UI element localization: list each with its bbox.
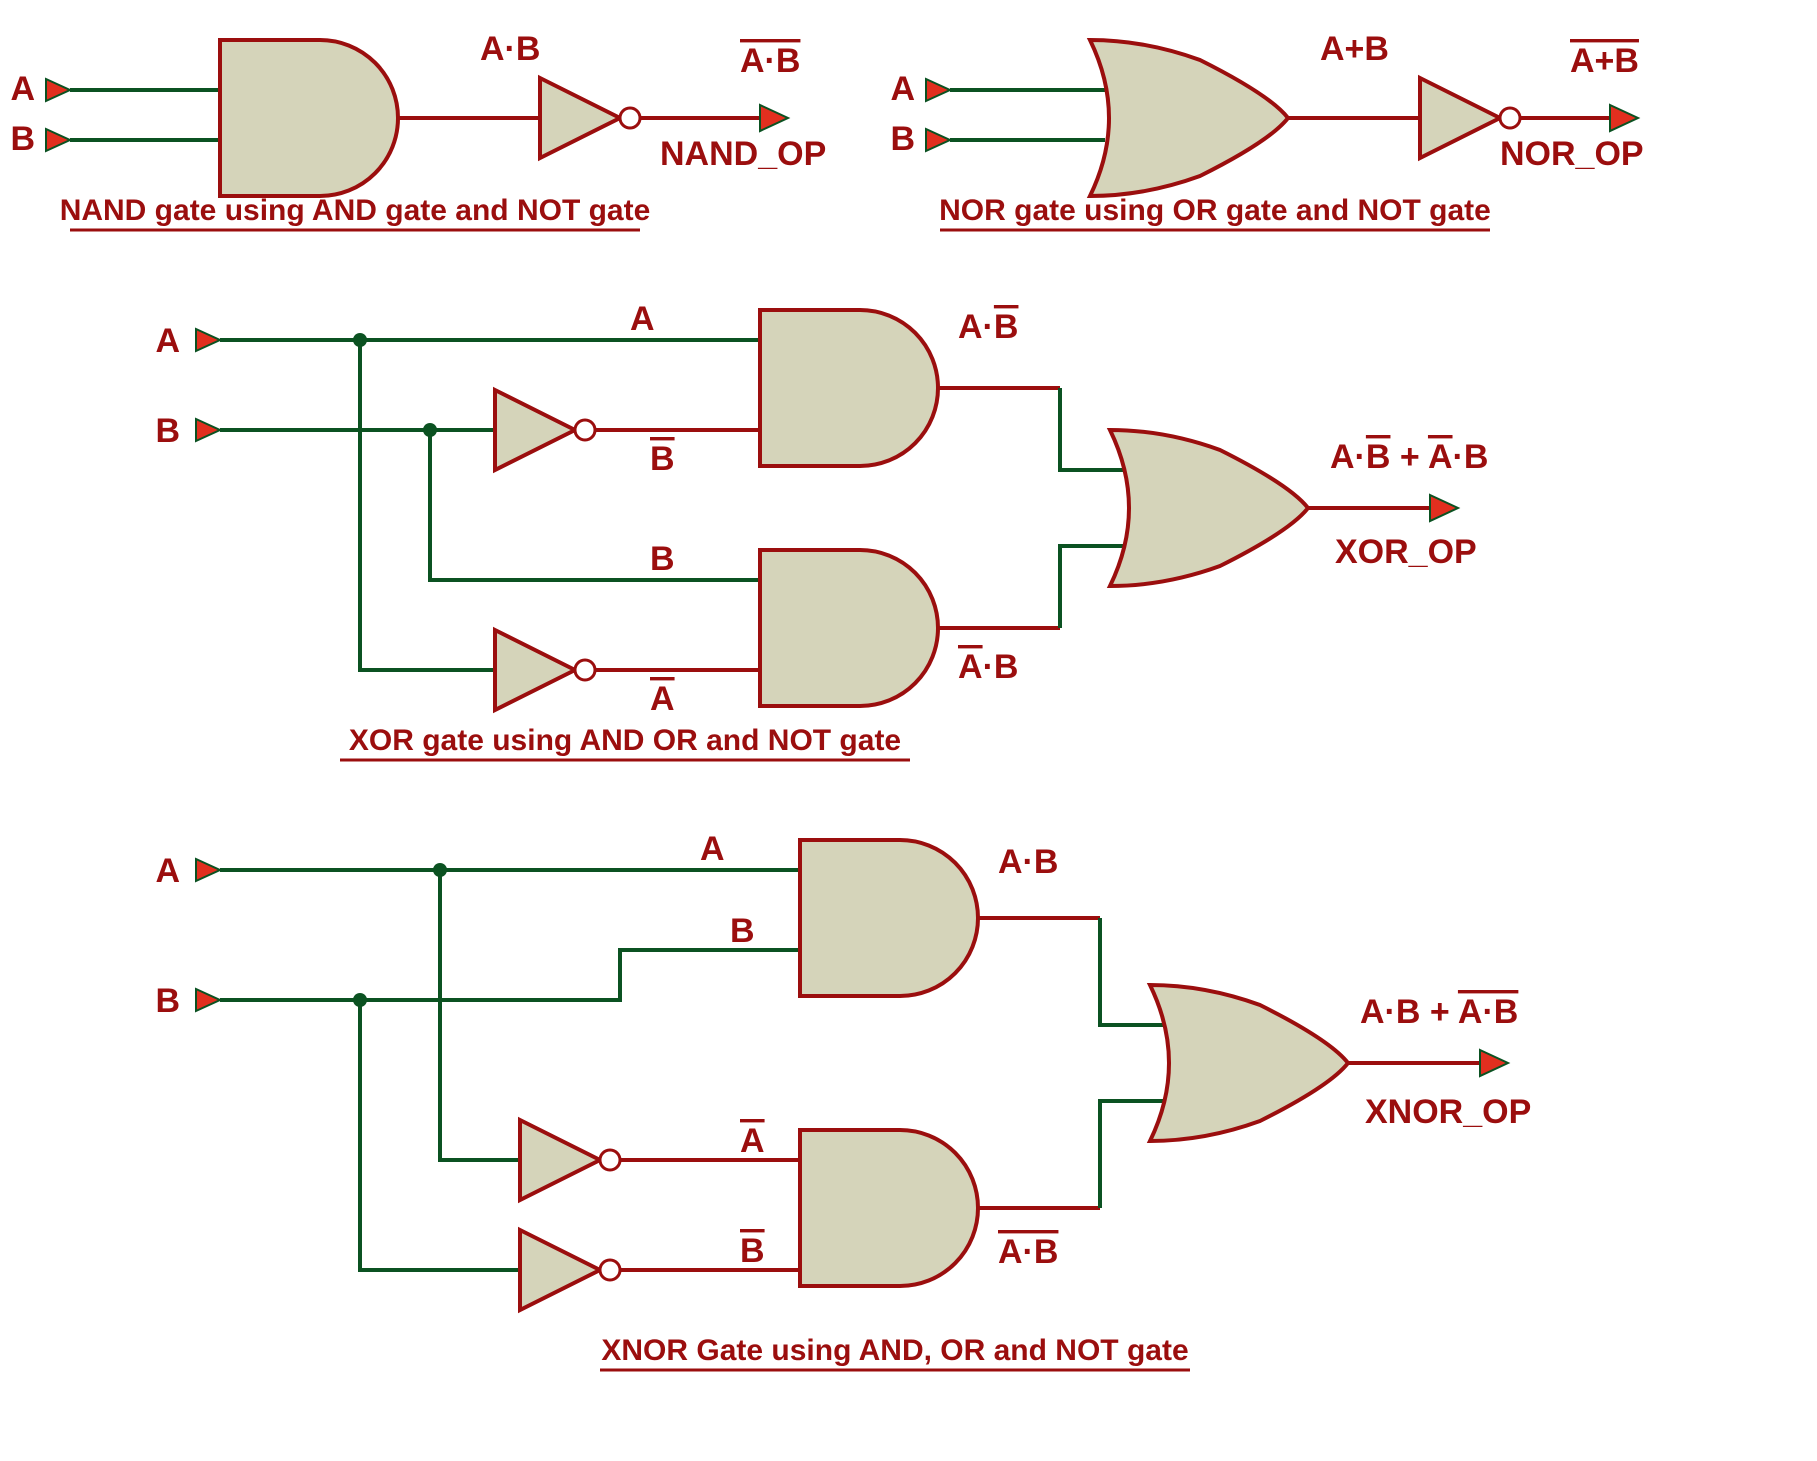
nand-out-name: NAND_OP: [660, 135, 826, 173]
or-gate: [1150, 985, 1348, 1141]
nand-mid-label: A·B: [480, 30, 540, 68]
and-gate: [800, 1130, 978, 1286]
xor-and2-out: A·B: [958, 648, 1018, 686]
xor-caption: XOR gate using AND OR and NOT gate: [349, 724, 901, 757]
not-gate: [1420, 78, 1500, 158]
xor-out-expr: A·B + A·B: [1330, 438, 1488, 476]
and-gate: [760, 310, 938, 466]
nor-input-a: A: [890, 70, 915, 108]
nor-caption: NOR gate using OR gate and NOT gate: [939, 194, 1491, 227]
not-gate: [495, 390, 575, 470]
xor-input-b: B: [155, 412, 180, 450]
nand-input-a: A: [10, 70, 35, 108]
xnor-input-a: A: [155, 852, 180, 890]
not-gate: [520, 1230, 600, 1310]
xor-a-label: A: [630, 300, 655, 338]
nor-mid-label: A+B: [1320, 30, 1389, 68]
and-gate: [800, 840, 978, 996]
nand-input-b: B: [10, 120, 35, 158]
or-gate: [1090, 40, 1288, 196]
and-gate: [760, 550, 938, 706]
nor-diagram: AB A+B A+B NOR_OP NOR gate using OR gate and…: [890, 30, 1643, 230]
xor-and1-out: A·B: [958, 308, 1018, 346]
not-gate: [520, 1120, 600, 1200]
xor-diagram: A B A B A·B B A A·B A·B + A·B XOR_OP XOR gate usin…: [155, 300, 1488, 760]
xnor-b-label: B: [730, 912, 755, 950]
xnor-diagram: A B A B A·B A B A·B A·B + A·B XNOR_OP XNOR Gate us…: [155, 830, 1531, 1370]
nor-input-b: B: [890, 120, 915, 158]
nand-out-expr: A·B: [740, 42, 800, 80]
xnor-out-name: XNOR_OP: [1365, 1093, 1531, 1131]
and-gate: [220, 40, 398, 196]
not-gate: [540, 78, 620, 158]
nor-out-name: NOR_OP: [1500, 135, 1644, 173]
xnor-a-label: A: [700, 830, 725, 868]
xor-abar-label: A: [650, 680, 675, 718]
xor-b-label: B: [650, 540, 675, 578]
xnor-and2-out: A·B: [998, 1233, 1058, 1271]
nand-caption: NAND gate using AND gate and NOT gate: [60, 194, 651, 227]
xnor-out-expr: A·B + A·B: [1360, 993, 1518, 1031]
nor-out-expr: A+B: [1570, 42, 1639, 80]
xor-input-a: A: [155, 322, 180, 360]
nand-diagram: AB A·B A·B NAND_OP NAND gate using AND gate …: [10, 30, 826, 230]
xor-bbar-label: B: [650, 440, 675, 478]
or-gate: [1110, 430, 1308, 586]
xnor-input-b: B: [155, 982, 180, 1020]
xnor-abar-label: A: [740, 1122, 765, 1160]
xnor-and1-out: A·B: [998, 843, 1058, 881]
xnor-bbar-label: B: [740, 1232, 765, 1270]
not-gate: [495, 630, 575, 710]
xor-out-name: XOR_OP: [1335, 533, 1477, 571]
xnor-caption: XNOR Gate using AND, OR and NOT gate: [601, 1334, 1188, 1367]
